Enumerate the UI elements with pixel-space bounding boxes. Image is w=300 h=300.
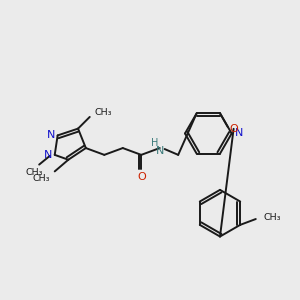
Text: N: N — [155, 146, 164, 156]
Text: O: O — [137, 172, 146, 182]
Text: N: N — [235, 128, 244, 139]
Text: CH₃: CH₃ — [32, 174, 50, 183]
Text: CH₃: CH₃ — [26, 168, 43, 177]
Text: CH₃: CH₃ — [94, 108, 112, 117]
Text: O: O — [229, 124, 238, 134]
Text: N: N — [44, 150, 52, 160]
Text: H: H — [151, 138, 158, 148]
Text: CH₃: CH₃ — [263, 213, 281, 222]
Text: N: N — [46, 130, 55, 140]
